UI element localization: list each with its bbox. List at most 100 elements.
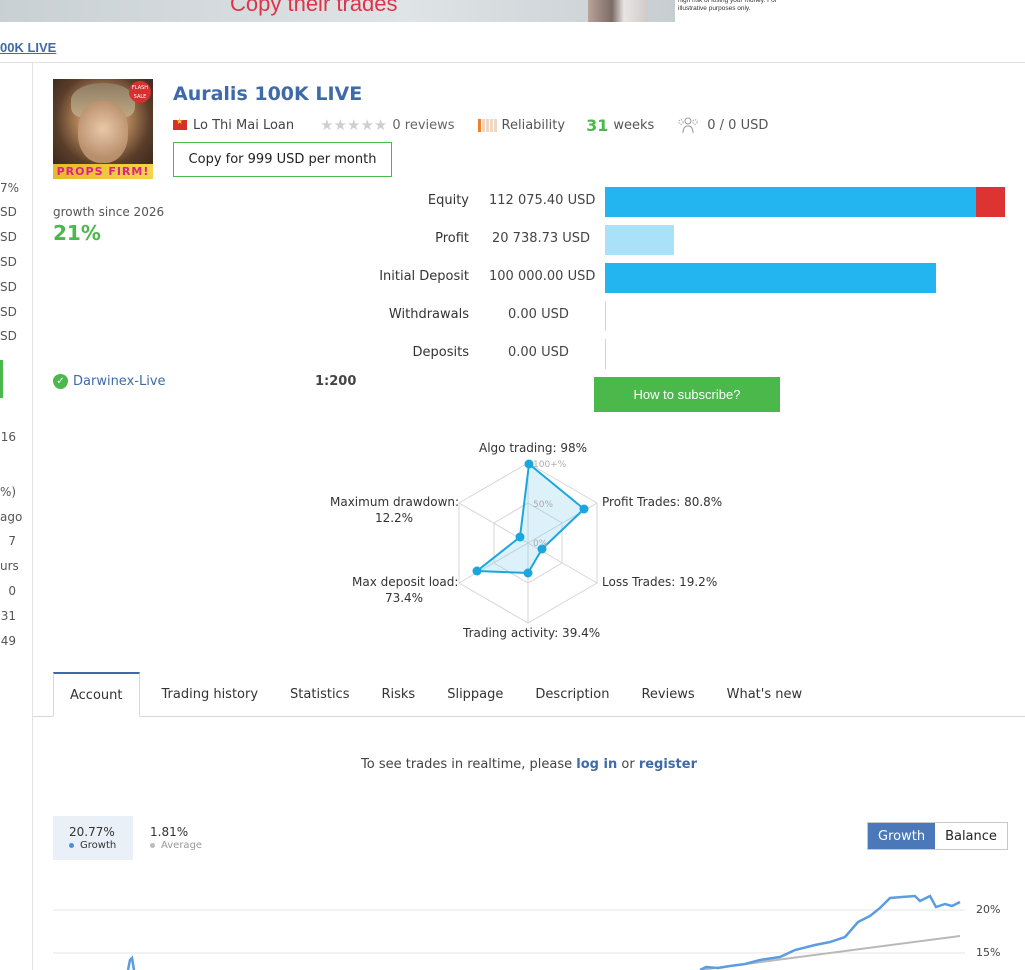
radar-scale-0: 0%: [533, 539, 548, 549]
sidebar-clipped-value: 0: [8, 584, 16, 598]
deposits-value: 0.00 USD: [508, 345, 569, 360]
equity-label: Equity: [427, 193, 469, 208]
initial-deposit-label: Initial Deposit: [379, 269, 469, 284]
register-link[interactable]: register: [638, 757, 697, 772]
radar-label-max-deposit-load-title: Max deposit load:: [352, 575, 459, 589]
tab-whats-new[interactable]: What's new: [726, 687, 803, 702]
weeks-label: weeks: [613, 117, 655, 133]
radar-label-profit-trades: Profit Trades: 80.8%: [602, 495, 723, 509]
sidebar-clipped-value: urs: [0, 559, 19, 573]
sidebar-clipped-value: 7%: [0, 181, 20, 195]
banner-headline: Copy their trades: [230, 0, 398, 16]
tab-account[interactable]: Account: [53, 672, 140, 717]
vietnam-flag-icon: [173, 117, 187, 130]
star-icon: ★★★★★: [320, 116, 388, 134]
sidebar-clipped-value: SD: [0, 329, 17, 343]
tab-slippage[interactable]: Slippage: [447, 687, 504, 702]
how-to-subscribe-button[interactable]: How to subscribe?: [594, 377, 780, 412]
tab-trading-history[interactable]: Trading history: [161, 687, 259, 702]
ad-banner[interactable]: Copy their trades: [0, 0, 675, 22]
legend-growth[interactable]: Growth: [69, 840, 116, 851]
y-tick-20: 20%: [976, 903, 1001, 916]
radar-label-trading-activity: Trading activity: 39.4%: [463, 626, 601, 640]
realtime-or: or: [621, 757, 635, 772]
shield-check-icon: ✓: [53, 374, 68, 389]
weeks-number: 31: [586, 115, 609, 135]
flash-sale-badge: FLASH SALE: [129, 81, 151, 103]
legend-growth-label: Growth: [80, 840, 117, 851]
legend-growth-box[interactable]: [53, 816, 133, 860]
sidebar-clipped-value: 31: [0, 609, 16, 623]
signal-title: Auralis 100K LIVE: [173, 83, 363, 105]
radar-label-max-drawdown-value: 12.2%: [374, 511, 414, 525]
profit-bar: [605, 225, 674, 255]
subscribers-value: 0 / 0 USD: [707, 117, 769, 133]
banner-image: [588, 0, 648, 22]
sidebar-clipped-value: SD: [0, 230, 17, 244]
sidebar-clipped-value: 16: [0, 430, 16, 444]
sidebar-clipped-value: SD: [0, 255, 17, 269]
legend-growth-value: 20.77%: [69, 825, 115, 839]
leverage-value: 1:200: [315, 374, 357, 389]
radar-label-max-deposit-load: Max deposit load: 73.4%: [352, 574, 459, 606]
tab-description[interactable]: Description: [535, 687, 610, 702]
equity-bar-red: [976, 187, 1005, 217]
realtime-prefix: To see trades in realtime, please: [361, 757, 573, 772]
radar-point-activity: [523, 568, 533, 578]
tab-reviews[interactable]: Reviews: [641, 687, 695, 702]
legend-average-label: Average: [161, 840, 203, 851]
avatar-caption: PROPS FIRM!: [53, 164, 153, 179]
average-dot-icon: [150, 843, 155, 848]
radar-point-drawdown: [515, 532, 525, 542]
broker-name: Darwinex-Live: [73, 374, 166, 389]
users-icon: [678, 117, 698, 134]
sidebar-clipped-value: ago: [0, 510, 23, 524]
equity-value: 112 075.40 USD: [489, 193, 596, 208]
login-link[interactable]: log in: [576, 757, 618, 772]
divider: [0, 62, 1025, 63]
legend-average[interactable]: Average: [150, 840, 202, 851]
broker-link[interactable]: ✓ Darwinex-Live: [53, 374, 166, 389]
chart-view-toggle: Growth Balance: [867, 822, 1008, 850]
legend-average-value: 1.81%: [150, 825, 189, 839]
radar-label-max-drawdown-title: Maximum drawdown:: [330, 495, 460, 509]
deposits-label: Deposits: [412, 345, 469, 360]
sidebar-clipped-value: 49: [0, 634, 16, 648]
balance-toggle-button[interactable]: Balance: [935, 823, 1007, 849]
reliability-icon: [477, 118, 497, 132]
growth-line: [126, 894, 961, 970]
radar-label-loss-trades: Loss Trades: 19.2%: [602, 575, 718, 589]
initial-deposit-bar: [605, 263, 936, 293]
tab-statistics[interactable]: Statistics: [290, 687, 350, 702]
withdrawals-label: Withdrawals: [388, 307, 469, 322]
profit-label: Profit: [435, 231, 469, 246]
growth-toggle-button[interactable]: Growth: [868, 823, 936, 849]
banner-disclaimer: high risk of losing your money. For illu…: [678, 0, 777, 12]
radar-scale-50: 50%: [533, 500, 553, 510]
sidebar-clipped-value: 7: [8, 534, 16, 548]
radar-label-max-deposit-load-value: 73.4%: [384, 591, 424, 605]
growth-chart: [53, 894, 965, 970]
radar-label-max-drawdown: Maximum drawdown: 12.2%: [330, 494, 460, 526]
radar-point-algo: [524, 459, 534, 469]
breadcrumb-signal-link[interactable]: 00K LIVE: [0, 40, 57, 55]
sidebar-button-edge[interactable]: [0, 360, 3, 398]
withdrawals-bar: [605, 301, 606, 331]
reliability-label: Reliability: [501, 117, 566, 133]
tabs-divider: [33, 716, 1025, 717]
sidebar-clipped-value: SD: [0, 280, 17, 294]
signal-meta-row: Lo Thi Mai Loan ★★★★★ 0 reviews Reliabil…: [173, 115, 769, 135]
author-name[interactable]: Lo Thi Mai Loan: [193, 117, 295, 133]
y-tick-15: 15%: [976, 946, 1001, 959]
sidebar-divider: [32, 63, 33, 970]
reviews-count[interactable]: 0 reviews: [392, 117, 455, 133]
growth-label: growth since 2026: [53, 205, 165, 219]
equity-bar: [605, 187, 976, 217]
radar-point-loss: [537, 544, 547, 554]
profit-value: 20 738.73 USD: [492, 231, 591, 246]
copy-subscription-button[interactable]: Copy for 999 USD per month: [173, 142, 392, 177]
tab-bar: Account Trading history Statistics Risks…: [53, 672, 818, 717]
radar-point-profit: [579, 504, 589, 514]
deposits-bar: [605, 339, 606, 369]
tab-risks[interactable]: Risks: [381, 687, 416, 702]
